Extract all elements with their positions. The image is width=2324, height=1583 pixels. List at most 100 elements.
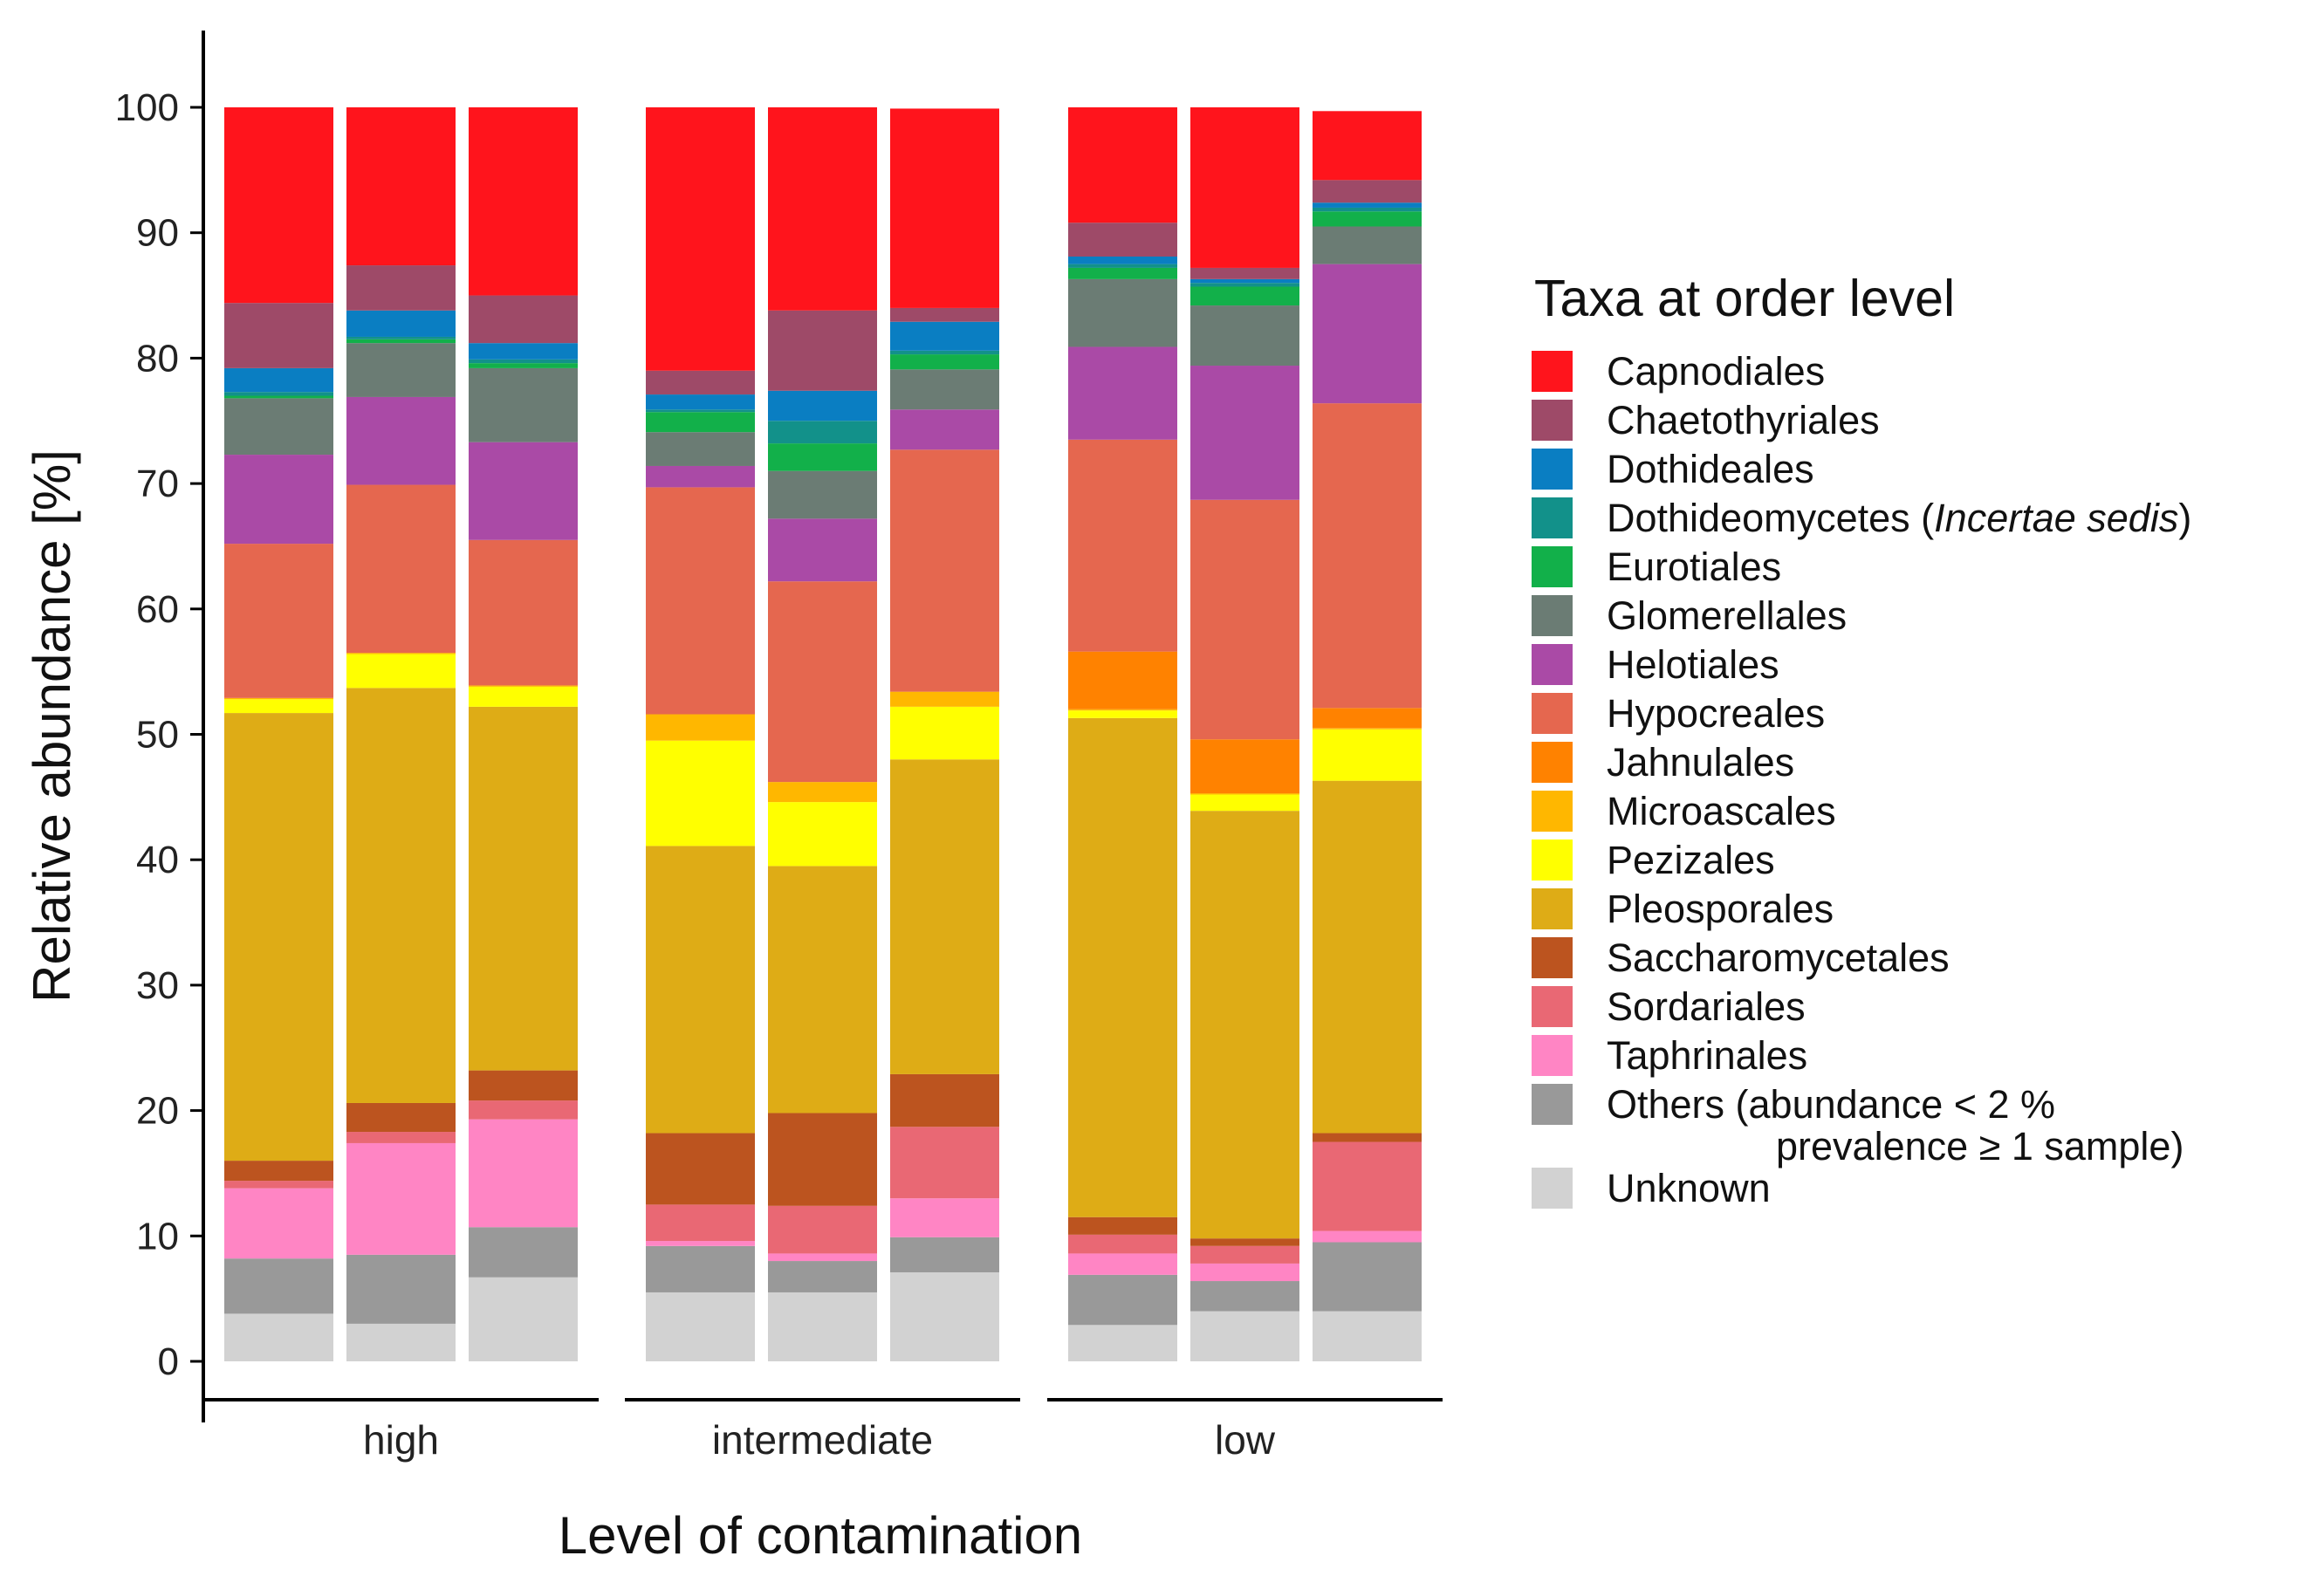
bar-segment-high-1-chaetothyriales	[224, 303, 333, 368]
legend-swatch	[1532, 1084, 1573, 1125]
legend-swatch	[1532, 351, 1573, 392]
bar-segment-high-1-eurotiales	[224, 395, 333, 399]
legend-item-helotiales: Helotiales	[1532, 644, 2300, 693]
bar-segment-low-1-others-abundance	[1068, 1274, 1177, 1326]
bar-segment-low-1-eurotiales	[1068, 267, 1177, 279]
bar-segment-intermediate-3-helotiales	[890, 409, 999, 450]
bar-segment-high-1-hypocreales	[224, 544, 333, 698]
bar-segment-intermediate-3-pezizales	[890, 706, 999, 760]
group-label-high: high	[363, 1417, 439, 1463]
bar-segment-low-3-microascales	[1313, 728, 1422, 730]
bar-segment-intermediate-2-pleosporales	[768, 866, 877, 1114]
bar-segment-low-2-glomerellales	[1190, 305, 1299, 367]
bar-segment-low-3-jahnulales	[1313, 708, 1422, 729]
bar-segment-intermediate-3-capnodiales	[890, 108, 999, 308]
legend-label: Taphrinales	[1607, 1033, 1808, 1078]
bar-segment-intermediate-2-glomerellales	[768, 470, 877, 519]
bar-segment-high-3-others-abundance	[469, 1227, 578, 1278]
bar-segment-high-2-taphrinales	[346, 1142, 456, 1255]
bar-segment-low-3-saccharomycetales	[1313, 1133, 1422, 1142]
bar-segment-intermediate-1-chaetothyriales	[646, 370, 755, 395]
bar-segment-high-2-glomerellales	[346, 343, 456, 397]
bar-segment-high-2-saccharomycetales	[346, 1102, 456, 1133]
bar-segment-high-3-pleosporales	[469, 706, 578, 1071]
legend-label: Dothideomycetes (Incertae sedis)	[1607, 496, 2192, 540]
bar-segment-high-1-pleosporales	[224, 713, 333, 1162]
bar-segment-low-2-chaetothyriales	[1190, 267, 1299, 279]
bar-segment-high-3-taphrinales	[469, 1119, 578, 1228]
bar-segment-intermediate-1-pleosporales	[646, 846, 755, 1134]
bar-segment-low-2-capnodiales	[1190, 107, 1299, 268]
bar-segment-intermediate-2-taphrinales	[768, 1253, 877, 1262]
bar-segment-intermediate-3-others-abundance	[890, 1237, 999, 1272]
legend: Taxa at order level Capnodiales Chaetothy…	[1532, 269, 2300, 1216]
legend-label: Dothideales	[1607, 447, 1814, 491]
legend-label: Helotiales	[1607, 642, 1779, 687]
legend-item-glomerellales: Glomerellales	[1532, 595, 2300, 644]
bar-segment-low-2-unknown	[1190, 1311, 1299, 1361]
legend-label: Hypocreales	[1607, 691, 1826, 736]
bar-segment-high-2-eurotiales	[346, 339, 456, 344]
legend-item-capnodiales: Capnodiales	[1532, 351, 2300, 400]
y-tick-label: 0	[158, 1340, 179, 1383]
bar-segment-high-1-sordariales	[224, 1181, 333, 1189]
bar-segment-low-2-dothideomycetes	[1190, 283, 1299, 287]
legend-item-saccharomycetales: Saccharomycetales	[1532, 937, 2300, 986]
bar-segment-low-2-helotiales	[1190, 366, 1299, 500]
bar-segment-low-3-hypocreales	[1313, 403, 1422, 709]
y-tick-label: 100	[115, 86, 179, 129]
y-tick-label: 40	[136, 839, 179, 881]
legend-item-dothideales: Dothideales	[1532, 449, 2300, 497]
bar-segment-low-2-eurotiales	[1190, 286, 1299, 306]
y-tick-label: 50	[136, 714, 179, 757]
legend-label: Chaetothyriales	[1607, 398, 1880, 442]
bar-segment-intermediate-1-helotiales	[646, 465, 755, 488]
bar-segment-high-1-dothideomycetes	[224, 392, 333, 396]
legend-swatch	[1532, 497, 1573, 538]
bar-segment-low-1-unknown	[1068, 1325, 1177, 1361]
bar-segment-low-1-glomerellales	[1068, 278, 1177, 347]
bar-segment-low-2-taphrinales	[1190, 1263, 1299, 1282]
bar-segment-low-1-hypocreales	[1068, 439, 1177, 652]
bar-segment-high-3-helotiales	[469, 442, 578, 540]
bar-segment-low-2-dothideales	[1190, 278, 1299, 284]
bar-segment-intermediate-3-dothideomycetes	[890, 350, 999, 355]
bar-segment-high-2-pleosporales	[346, 688, 456, 1103]
y-axis-title: Relative abundance [%]	[23, 449, 81, 1003]
bar-segment-high-1-pezizales	[224, 699, 333, 714]
bar-segment-intermediate-1-taphrinales	[646, 1241, 755, 1246]
bar-segment-high-1-helotiales	[224, 455, 333, 545]
bar-segment-low-1-microascales	[1068, 709, 1177, 711]
legend-label: Others (abundance < 2 % prevalence ≥ 1 sa…	[1607, 1082, 2184, 1168]
bar-segment-low-1-chaetothyriales	[1068, 223, 1177, 257]
bar-segment-high-1-others-abundance	[224, 1258, 333, 1314]
bar-segment-intermediate-1-pezizales	[646, 740, 755, 846]
bar-segment-intermediate-2-saccharomycetales	[768, 1113, 877, 1206]
y-tick-label: 20	[136, 1090, 179, 1133]
bar-segment-high-3-unknown	[469, 1277, 578, 1361]
bar-segment-high-1-glomerellales	[224, 398, 333, 456]
legend-item-eurotiales: Eurotiales	[1532, 546, 2300, 595]
bar-segment-high-1-microascales	[224, 697, 333, 700]
bar-segment-low-2-sordariales	[1190, 1245, 1299, 1264]
bar-segment-low-3-helotiales	[1313, 264, 1422, 404]
bar-segment-intermediate-2-eurotiales	[768, 443, 877, 471]
bar-segment-low-1-taphrinales	[1068, 1253, 1177, 1275]
x-groups-layer: high intermediate low	[203, 1398, 1443, 1463]
bar-segment-intermediate-3-unknown	[890, 1271, 999, 1361]
bar-segment-high-2-dothideomycetes	[346, 336, 456, 339]
bar-segment-intermediate-3-taphrinales	[890, 1198, 999, 1237]
bar-segment-low-3-glomerellales	[1313, 226, 1422, 264]
legend-label: Eurotiales	[1607, 545, 1782, 589]
bar-segment-intermediate-1-sordariales	[646, 1204, 755, 1242]
bar-segment-low-3-unknown	[1313, 1311, 1422, 1361]
bar-segment-low-3-capnodiales	[1313, 111, 1422, 181]
bar-segment-high-3-dothideales	[469, 343, 578, 360]
bar-segment-high-3-saccharomycetales	[469, 1070, 578, 1101]
bar-segment-intermediate-1-dothideales	[646, 394, 755, 410]
bar-segment-low-3-pezizales	[1313, 729, 1422, 781]
legend-swatch	[1532, 1035, 1573, 1076]
legend-item-taphrinales: Taphrinales	[1532, 1035, 2300, 1084]
bar-segment-low-1-jahnulales	[1068, 651, 1177, 709]
